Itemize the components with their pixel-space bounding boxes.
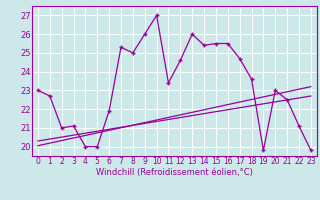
X-axis label: Windchill (Refroidissement éolien,°C): Windchill (Refroidissement éolien,°C) [96, 168, 253, 177]
